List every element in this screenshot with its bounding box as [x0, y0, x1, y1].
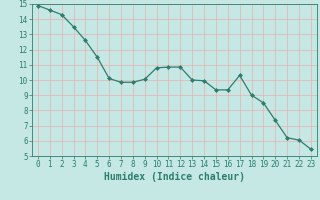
X-axis label: Humidex (Indice chaleur): Humidex (Indice chaleur) [104, 172, 245, 182]
